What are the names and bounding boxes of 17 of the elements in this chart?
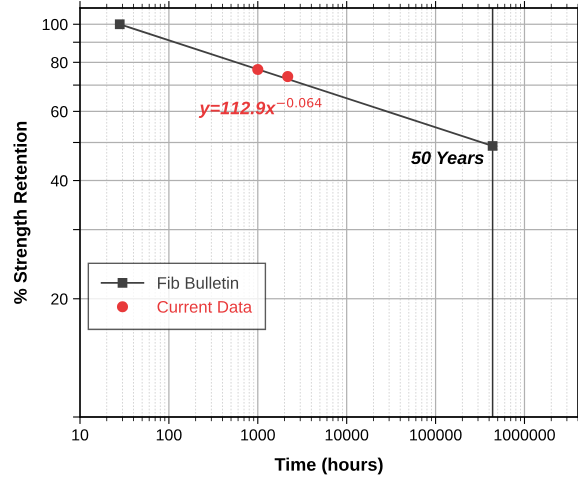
y-tick-label: 60 (51, 106, 68, 118)
x-tick-label: 1000 (241, 429, 275, 441)
x-axis-title: Time (hours) (274, 458, 383, 474)
y-tick-label: 100 (42, 18, 68, 30)
annotation: y=112.9x$^{−0.064}$ (198, 98, 322, 118)
y-tick-label: 20 (51, 293, 68, 305)
x-tick-label: 100 (156, 429, 182, 441)
legend-label: Current Data (158, 300, 252, 313)
x-tick-label: 100000 (410, 429, 462, 441)
y-tick-label: 40 (50, 175, 68, 186)
ref-line-label: 50 Years (411, 151, 484, 164)
y-axis-title: % Strength Retention (14, 122, 30, 304)
legend-label: Fib Bulletin (158, 276, 238, 289)
x-tick-label: 1000000 (494, 429, 555, 441)
x-tick-label: 10 (72, 429, 88, 441)
y-tick-label: 80 (51, 56, 68, 68)
x-tick-label: 10000 (326, 429, 368, 441)
